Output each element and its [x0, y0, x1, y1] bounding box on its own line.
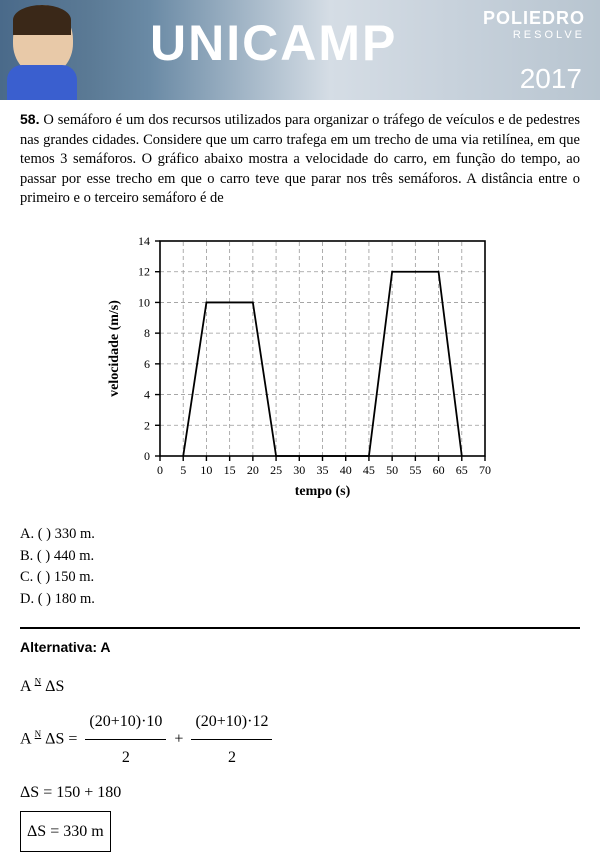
svg-text:4: 4 — [144, 387, 150, 401]
eq-symbol-icon: N — [35, 729, 42, 739]
chart-container: 0 5 10 15 20 25 30 35 40 45 50 55 60 65 70 0 2 4 6 8 10 12 14 t… — [20, 231, 580, 506]
plus-sign: + — [174, 730, 183, 747]
svg-text:10: 10 — [138, 295, 150, 309]
solution-line2: A N ΔS = (20+10)·10 2 + (20+10)·12 2 — [20, 704, 580, 775]
option-c[interactable]: C. ( ) 150 m. — [20, 567, 580, 589]
logo-line2: RESOLVE — [483, 29, 585, 41]
velocity-time-chart: 0 5 10 15 20 25 30 35 40 45 50 55 60 65 70 0 2 4 6 8 10 12 14 t… — [100, 231, 500, 501]
exam-year: 2017 — [520, 63, 582, 95]
question-body: O semáforo é um dos recursos utilizados … — [20, 112, 580, 206]
eq-symbol-icon: N — [35, 676, 42, 686]
student-photo — [5, 5, 80, 100]
answer-options: A. ( ) 330 m. B. ( ) 440 m. C. ( ) 150 m… — [20, 524, 580, 611]
svg-text:8: 8 — [144, 326, 150, 340]
solution-work: A N ΔS A N ΔS = (20+10)·10 2 + (20+10)·1… — [20, 669, 580, 852]
svg-text:tempo (s): tempo (s) — [295, 484, 351, 499]
svg-text:55: 55 — [409, 463, 421, 477]
svg-text:65: 65 — [456, 463, 468, 477]
svg-text:14: 14 — [138, 234, 150, 248]
svg-text:velocidade (m/s): velocidade (m/s) — [107, 300, 122, 397]
svg-text:10: 10 — [200, 463, 212, 477]
line1-a: A — [20, 678, 31, 695]
separator — [20, 627, 580, 629]
line2-eq: ΔS = — [45, 730, 77, 747]
option-d[interactable]: D. ( ) 180 m. — [20, 589, 580, 611]
line1-ds: ΔS — [45, 678, 64, 695]
svg-text:0: 0 — [157, 463, 163, 477]
brand-logo: POLIEDRO RESOLVE — [483, 8, 585, 41]
svg-text:2: 2 — [144, 418, 150, 432]
svg-text:20: 20 — [247, 463, 259, 477]
fraction-2: (20+10)·12 2 — [191, 704, 272, 775]
svg-text:6: 6 — [144, 357, 150, 371]
solution-line3: ΔS = 150 + 180 — [20, 775, 580, 810]
content: 58. O semáforo é um dos recursos utiliza… — [0, 100, 600, 867]
question-number: 58. — [20, 111, 39, 127]
svg-text:12: 12 — [138, 265, 150, 279]
option-b[interactable]: B. ( ) 440 m. — [20, 546, 580, 568]
solution-line1: A N ΔS — [20, 669, 580, 704]
fraction-1: (20+10)·10 2 — [85, 704, 166, 775]
svg-text:35: 35 — [317, 463, 329, 477]
svg-text:0: 0 — [144, 449, 150, 463]
svg-text:40: 40 — [340, 463, 352, 477]
svg-text:70: 70 — [479, 463, 491, 477]
exam-title: UNICAMP — [150, 14, 397, 72]
svg-text:50: 50 — [386, 463, 398, 477]
option-a[interactable]: A. ( ) 330 m. — [20, 524, 580, 546]
line2-a: A — [20, 730, 31, 747]
logo-line1: POLIEDRO — [483, 8, 585, 29]
header: UNICAMP POLIEDRO RESOLVE 2017 — [0, 0, 600, 100]
svg-text:25: 25 — [270, 463, 282, 477]
svg-text:45: 45 — [363, 463, 375, 477]
answer-label: Alternativa: A — [20, 639, 580, 655]
svg-text:30: 30 — [293, 463, 305, 477]
svg-text:5: 5 — [180, 463, 186, 477]
svg-text:15: 15 — [224, 463, 236, 477]
question-text: 58. O semáforo é um dos recursos utiliza… — [20, 110, 580, 209]
svg-text:60: 60 — [433, 463, 445, 477]
